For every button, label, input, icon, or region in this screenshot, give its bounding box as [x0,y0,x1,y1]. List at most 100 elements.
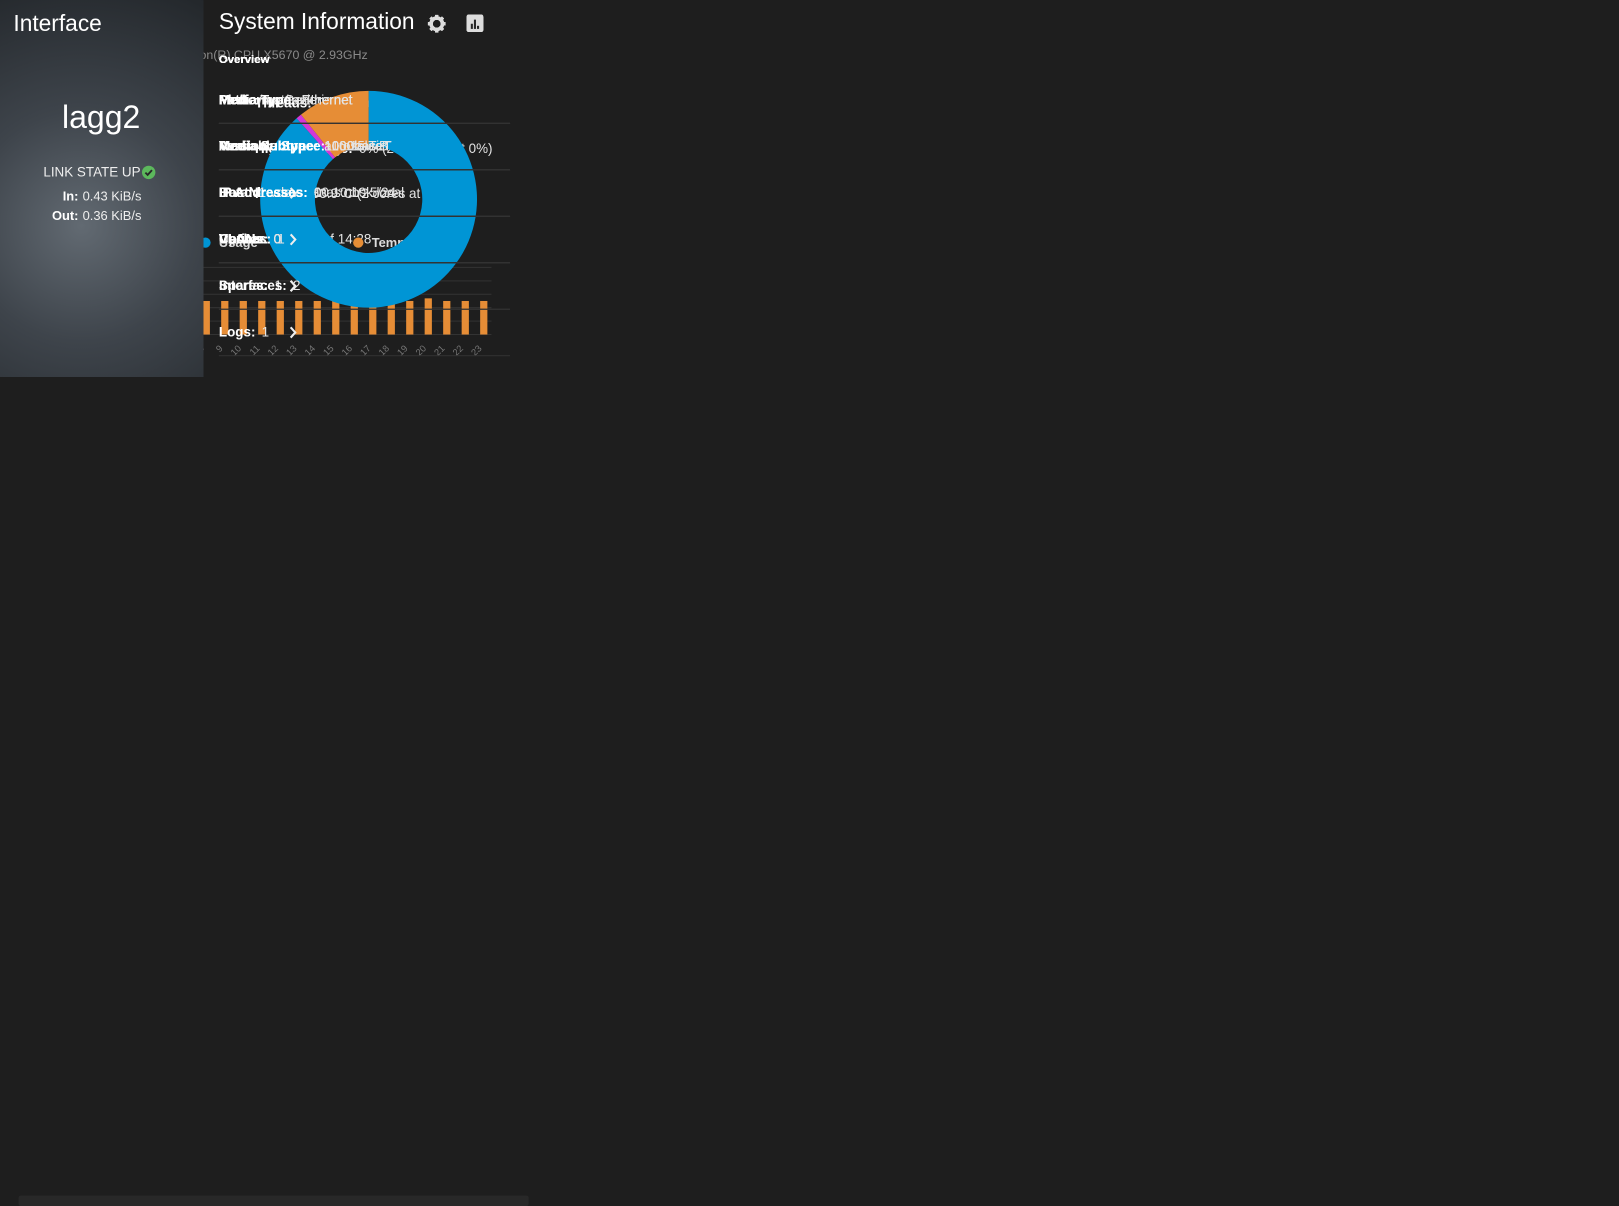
bar [258,300,266,335]
field-label: Platform: [218,91,278,108]
field-row: Media Subtype: 1000baseT [219,138,392,154]
field-row: VLANs: 0 [219,231,281,247]
field-value: 0 [313,184,322,201]
bar [406,300,414,335]
field-value: 1 [274,277,282,294]
settings-icon [427,14,446,33]
field-label: VLANs: [218,231,268,247]
field-value: 1 vdev [258,184,299,201]
field-label: VLANs: [218,231,268,247]
field-value: 16.15 TiB [331,138,389,154]
field-label: Media Type: [218,91,296,108]
icon-bar [470,23,473,29]
field-value: 0 [273,231,282,247]
bar [387,300,395,335]
section-label: Overview [218,54,270,67]
reports-icon [466,15,484,33]
field-row: Media Subtype: 1000baseT [219,138,392,154]
field-label: Media Subtype: [218,138,319,154]
field-label: Logs: [218,324,256,340]
interface-panel: Interface lagg2 LINK STATE UP In: 0.43 KiB/s… [0,0,204,377]
separator [218,262,511,264]
field-label: Interfaces: [218,277,287,294]
bar [350,300,358,335]
field-row: Data: 1 vdev [219,185,298,201]
bar [239,300,247,335]
field-value: 0 [273,231,282,247]
field-value: Ethernet [301,91,353,108]
field-value: 1 [277,231,285,247]
field-value: 0 [313,184,322,201]
field-label: Available Space: [218,138,326,154]
field-row: Available Space: 16.15 TiB [219,138,388,154]
field-row: IP Addresses: 10.10.10.5/24 [219,185,396,201]
field-value: 1 [261,324,270,340]
bar [295,300,303,335]
link-state: LINK STATE UP [43,164,141,180]
expand-arrow [289,280,297,292]
field-label: Caches: [218,231,272,247]
expand-arrow [289,233,297,246]
separator [218,355,511,357]
gear-ring [429,16,445,32]
donut-slice [296,114,336,160]
field-label: IP Addresses: [218,184,308,201]
donut-slice [260,90,478,308]
chevron [289,233,297,246]
bar [332,300,340,335]
expand-arrow [289,326,297,339]
bar [424,298,432,335]
field-row: Media Type: Ethernet [219,92,353,108]
interface-name: lagg2 [62,99,141,136]
field-row: Media Type: Ethernet [219,92,353,108]
field-value: Ethernet [301,91,353,108]
field-value: autoselect [324,138,386,154]
card-partial [18,1195,529,1206]
field-row: VLANs: 0 [219,231,281,247]
field-row: Logs: 1 [219,324,269,340]
field-label: IP Addresses: [218,184,308,201]
field-row: IP Addresses: 0 [219,185,321,201]
section-label: Overview [218,54,270,67]
field-row: Media Subtype: autoselect [219,138,386,154]
field-row: Interfaces: 2 [219,278,301,294]
field-label: Media Subtype: [218,138,319,154]
separator [218,122,511,124]
field-label: IP Addresses: [218,184,308,201]
section-label: Overview [218,54,270,67]
field-label: Spares: [218,277,269,294]
field-row: IP Addresses: 0 [219,185,321,201]
field-row: VLANs: 0 [219,231,281,247]
field-row: VLANs: 0 [219,231,281,247]
field-row: Media Subtype: 1000baseT [219,138,392,154]
bar [313,300,321,335]
field-value: 10.10.10.5/24 [313,184,396,201]
legend-label: Usage [218,234,258,250]
field-label: Version: [218,138,272,154]
field-value: 1000baseT [324,138,392,154]
card-title: System Information [218,8,415,34]
section-label: Overview [218,54,270,67]
expand-arrow [289,187,297,199]
field-row: Media Type: Ethernet [219,92,353,108]
field-label: Media Subtype: [218,138,319,154]
bar [276,300,284,335]
traffic-label: Out: [51,208,79,223]
field-row: Path: /mnt/tank [219,92,314,108]
separator [218,215,511,217]
field-label: Media Type: [218,91,296,108]
field-row: Caches: 1 [219,231,285,247]
field-label: VLANs: [218,231,268,247]
field-value: 2 [292,277,301,294]
section-label: Overview [218,54,270,67]
field-row: Media Type: Ethernet [219,92,353,108]
section-label: Overview [218,54,270,67]
field-row: Media Type: Ethernet [219,92,353,108]
field-label: IP Addresses: [218,184,308,201]
field-row: IP Addresses: 0 [219,185,321,201]
field-value: 0 [313,184,322,201]
field-row: Spares: 1 [219,278,282,294]
field-label: Data: [218,184,253,201]
icon-bar [477,25,480,29]
